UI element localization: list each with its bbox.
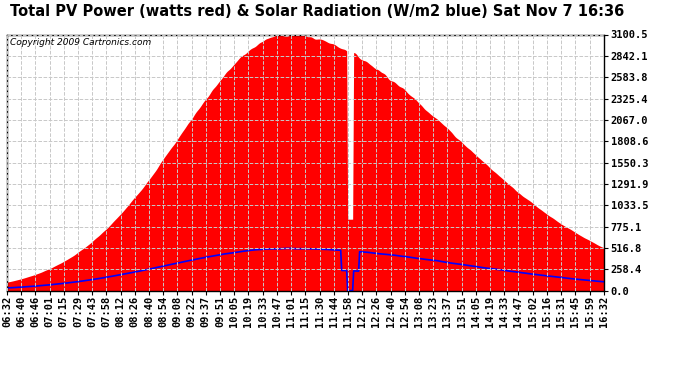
Text: Total PV Power (watts red) & Solar Radiation (W/m2 blue) Sat Nov 7 16:36: Total PV Power (watts red) & Solar Radia… [10, 4, 624, 19]
Text: Copyright 2009 Cartronics.com: Copyright 2009 Cartronics.com [10, 38, 151, 47]
